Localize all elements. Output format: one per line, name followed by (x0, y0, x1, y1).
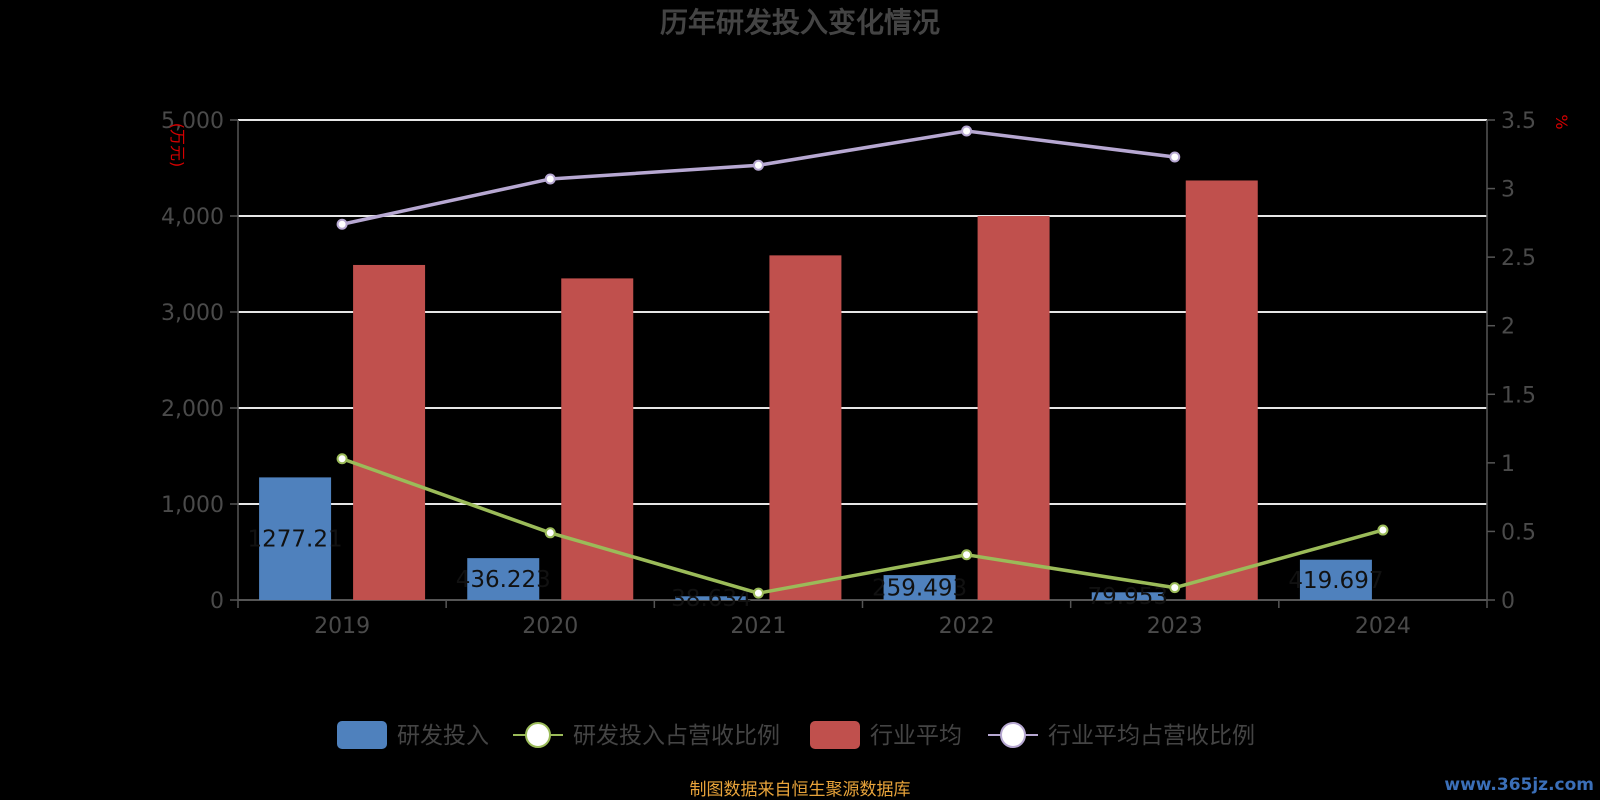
bar-industry-average (769, 255, 842, 601)
industry-ratio-point (961, 125, 973, 137)
bar-value-label: 436.223 (456, 567, 551, 593)
right-tick-label: 2 (1501, 315, 1515, 340)
bar-industry-average (353, 264, 426, 600)
right-axis: 0 0.5 1 1.5 2 2.5 3 3.5% (1486, 109, 1571, 614)
legend-label: 研发投入占营收比例 (573, 723, 780, 749)
legend-swatch (337, 721, 387, 749)
x-tick-label: 2020 (522, 614, 578, 639)
bar-industry-average (561, 278, 634, 600)
left-tick-label: 0 (210, 589, 224, 614)
rd-ratio-point (1377, 524, 1389, 536)
rd-ratio-point (336, 453, 348, 465)
x-tick-label: 2019 (314, 614, 370, 639)
industry-ratio-point (336, 218, 348, 230)
x-tick-label: 2024 (1355, 614, 1411, 639)
bar-value-label: 38.634 (671, 586, 751, 612)
legend-label: 行业平均 (870, 723, 962, 749)
legend-marker (1000, 722, 1026, 748)
bar-value-label: 259.493 (872, 576, 967, 602)
industry-ratio-point (544, 173, 556, 185)
bar-value-label: 1277.21 (248, 527, 343, 553)
rd-ratio-point (544, 527, 556, 539)
left-tick-label: 5,000 (161, 109, 224, 134)
bar-value-label: 419.697 (1288, 568, 1383, 594)
legend-marker (525, 722, 551, 748)
lines (336, 125, 1389, 599)
bar-rd-investment (467, 558, 540, 600)
bar-rd-investment (1299, 559, 1372, 600)
legend: 研发投入 研发投入占营收比例 行业平均 行业平均占营收比例 (337, 721, 1255, 749)
rd-ratio-point (752, 587, 764, 599)
bar-rd-investment (883, 575, 956, 600)
x-axis: 2019 2020 2021 2022 2023 2024 (237, 599, 1488, 639)
left-axis: 0 1,000 2,000 3,000 4,000 5,000(万元) (161, 109, 239, 614)
bar-rd-investment (675, 596, 748, 600)
bar-value-label: 79.953 (1088, 584, 1168, 610)
rd-ratio-point (961, 549, 973, 561)
legend-label: 研发投入 (397, 723, 489, 749)
rd-ratio-line (341, 457, 1384, 595)
industry-ratio-line (341, 129, 1175, 226)
left-axis-unit: (万元) (168, 123, 187, 168)
right-tick-label: 0 (1501, 589, 1515, 614)
left-tick-label: 4,000 (161, 205, 224, 230)
bars: 1277.21 436.223 38.634 259.493 79.953 419.697 (248, 180, 1383, 612)
left-tick-label: 1,000 (161, 493, 224, 518)
right-tick-label: 0.5 (1501, 520, 1536, 545)
bar-industry-average (1185, 180, 1258, 601)
x-tick-label: 2022 (939, 614, 995, 639)
grid-lines (238, 119, 1487, 505)
right-tick-label: 3.5 (1501, 109, 1536, 134)
industry-ratio-point (752, 159, 764, 171)
right-tick-label: 3 (1501, 178, 1515, 203)
x-tick-label: 2021 (730, 614, 786, 639)
left-tick-label: 2,000 (161, 397, 224, 422)
industry-ratio-point (1169, 151, 1181, 163)
source-note: 制图数据来自恒生聚源数据库 (690, 780, 911, 800)
right-axis-unit: % (1552, 114, 1571, 129)
x-tick-label: 2023 (1147, 614, 1203, 639)
watermark: www.365jz.com (1444, 775, 1594, 795)
right-tick-label: 2.5 (1501, 246, 1536, 271)
legend-swatch (810, 721, 860, 749)
left-tick-label: 3,000 (161, 301, 224, 326)
bar-rd-investment (259, 477, 332, 600)
right-tick-label: 1 (1501, 452, 1515, 477)
chart-title: 历年研发投入变化情况 (660, 6, 940, 39)
bar-rd-investment (1091, 592, 1164, 600)
legend-label: 行业平均占营收比例 (1048, 723, 1255, 749)
bar-industry-average (977, 216, 1050, 600)
rd-ratio-point (1169, 582, 1181, 594)
right-tick-label: 1.5 (1501, 383, 1536, 408)
